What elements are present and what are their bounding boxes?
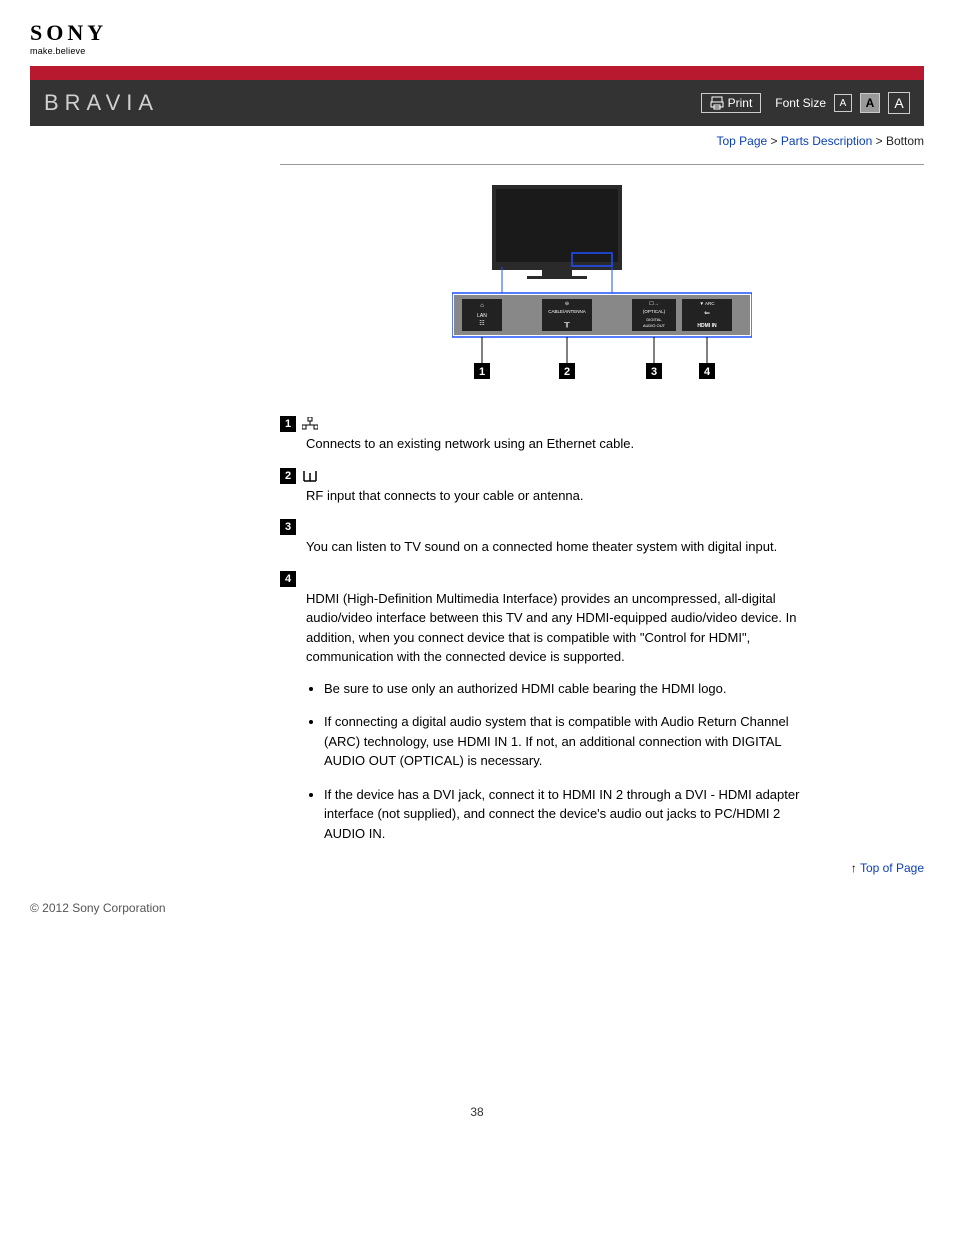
copyright: © 2012 Sony Corporation — [30, 901, 924, 915]
breadcrumb-sep: > — [771, 134, 778, 148]
antenna-icon — [302, 469, 318, 483]
svg-text:╥: ╥ — [563, 318, 570, 328]
svg-text:AUDIO OUT: AUDIO OUT — [643, 323, 666, 328]
page-number: 38 — [30, 1105, 924, 1119]
breadcrumb-top[interactable]: Top Page — [716, 134, 767, 148]
product-name: BRAVIA — [44, 90, 159, 116]
item-text: HDMI (High-Definition Multimedia Interfa… — [306, 589, 816, 667]
font-small-button[interactable]: A — [834, 94, 852, 112]
svg-text:4: 4 — [704, 366, 711, 378]
accent-bar — [30, 66, 924, 80]
item-2: 2 RF input that connects to your cable o… — [280, 468, 924, 506]
item-text: You can listen to TV sound on a connecte… — [306, 537, 816, 557]
svg-text:LAN: LAN — [477, 313, 487, 319]
breadcrumb: Top Page > Parts Description > Bottom — [30, 126, 924, 164]
print-icon — [710, 96, 724, 110]
item-text: RF input that connects to your cable or … — [306, 486, 816, 506]
svg-text:HDMI IN: HDMI IN — [697, 323, 717, 329]
up-arrow-icon: ↑ — [851, 861, 857, 875]
item-3: 3 You can listen to TV sound on a connec… — [280, 519, 924, 557]
svg-text:▼ ARC: ▼ ARC — [700, 301, 716, 306]
bullet-item: Be sure to use only an authorized HDMI c… — [324, 679, 814, 699]
item-number: 2 — [280, 468, 296, 484]
sony-logo: SONY — [30, 20, 924, 46]
svg-text:⌂: ⌂ — [480, 303, 484, 309]
breadcrumb-sep: > — [876, 134, 883, 148]
bullet-item: If connecting a digital audio system tha… — [324, 712, 814, 771]
svg-text:(OPTICAL): (OPTICAL) — [643, 309, 666, 314]
header-tools: Print Font Size A A A — [701, 92, 910, 114]
svg-text:☐→: ☐→ — [649, 301, 658, 307]
font-medium-button[interactable]: A — [860, 93, 880, 113]
item-number: 1 — [280, 416, 296, 432]
brand-area: SONY make.believe — [30, 20, 924, 56]
header-bar: BRAVIA Print Font Size A A A — [30, 80, 924, 126]
item-1: 1 Connects to an existing network using … — [280, 416, 924, 454]
item-4: 4 HDMI (High-Definition Multimedia Inter… — [280, 571, 924, 844]
lan-icon — [302, 417, 318, 431]
print-label: Print — [728, 96, 753, 110]
svg-text:3: 3 — [651, 366, 657, 378]
item-text: Connects to an existing network using an… — [306, 434, 816, 454]
item-number: 3 — [280, 519, 296, 535]
svg-text:2: 2 — [564, 366, 570, 378]
svg-text:☷: ☷ — [479, 320, 484, 327]
svg-text:DIGITAL: DIGITAL — [646, 317, 662, 322]
item-number: 4 — [280, 571, 296, 587]
font-size-label: Font Size — [775, 96, 826, 110]
font-large-button[interactable]: A — [888, 92, 910, 114]
top-of-page: ↑ Top of Page — [280, 861, 924, 875]
hdmi-bullets: Be sure to use only an authorized HDMI c… — [324, 679, 814, 844]
svg-text:⊖: ⊖ — [565, 301, 569, 307]
svg-text:CABLE/ANTENNA: CABLE/ANTENNA — [548, 309, 586, 314]
breadcrumb-current: Bottom — [886, 134, 924, 148]
top-of-page-link[interactable]: Top of Page — [860, 861, 924, 875]
svg-text:⇐: ⇐ — [704, 310, 710, 317]
bullet-item: If the device has a DVI jack, connect it… — [324, 785, 814, 844]
tv-diagram: ⌂ LAN ☷ ⊖ CABLE/ANTENNA ╥ ☐→ (OPTICAL) D… — [452, 185, 752, 388]
print-button[interactable]: Print — [701, 93, 762, 113]
tagline: make.believe — [30, 46, 924, 56]
breadcrumb-parts[interactable]: Parts Description — [781, 134, 872, 148]
divider — [280, 164, 924, 165]
svg-text:1: 1 — [479, 366, 485, 378]
